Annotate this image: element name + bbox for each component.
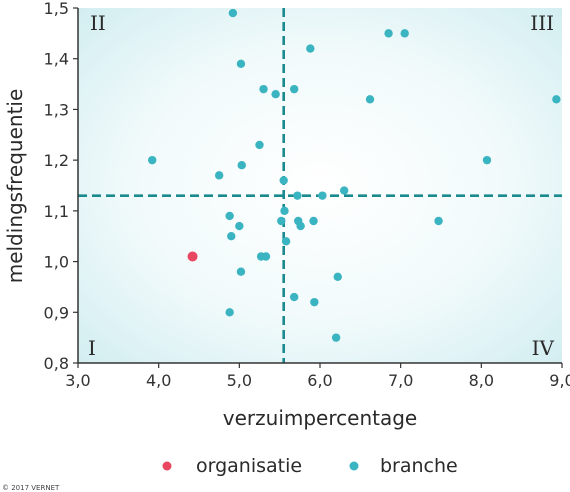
x-tick-label: 9,0 <box>549 371 570 390</box>
data-point-branche <box>236 59 246 68</box>
legend-marker-organisatie <box>162 461 172 471</box>
data-point-branche <box>552 95 561 104</box>
data-point-organisatie <box>187 251 198 262</box>
data-point-branche <box>225 211 234 221</box>
y-tick-label: 1,2 <box>44 151 69 170</box>
data-point-branche <box>280 206 289 216</box>
y-tick-label: 1,3 <box>44 100 69 119</box>
data-point-branche <box>309 216 318 226</box>
x-tick-label: 8,0 <box>469 371 494 390</box>
x-axis-label: verzuimpercentage <box>223 406 417 430</box>
y-axis-label: meldingsfrequentie <box>3 89 27 284</box>
data-point-branche <box>482 155 492 165</box>
y-tick-label: 1,5 <box>44 0 69 18</box>
legend-label-branche: branche <box>380 455 458 477</box>
data-point-branche <box>237 161 246 170</box>
data-point-branche <box>236 267 246 276</box>
data-point-branche <box>225 308 234 317</box>
data-point-branche <box>400 29 409 38</box>
x-tick-label: 5,0 <box>227 371 252 390</box>
x-tick-label: 4,0 <box>146 371 171 390</box>
data-point-branche <box>259 84 268 94</box>
data-point-branche <box>331 333 341 342</box>
data-point-branche <box>277 216 286 226</box>
x-tick-label: 3,0 <box>65 371 90 390</box>
quadrant-label-bottom-right: IV <box>532 336 555 360</box>
data-point-branche <box>289 84 299 94</box>
x-tick-label: 6,0 <box>307 371 332 390</box>
quadrant-label-bottom-left: I <box>88 336 96 360</box>
data-point-branche <box>227 232 236 241</box>
data-point-branche <box>296 221 305 231</box>
data-point-branche <box>261 252 271 261</box>
data-point-branche <box>384 29 393 38</box>
legend-label-organisatie: organisatie <box>196 455 302 477</box>
data-point-branche <box>318 191 327 200</box>
y-tick-label: 1,1 <box>44 202 69 221</box>
data-point-branche <box>289 292 299 302</box>
data-point-branche <box>333 272 342 281</box>
data-point-branche <box>271 90 280 99</box>
data-point-branche <box>255 140 264 150</box>
data-point-branche <box>306 44 315 53</box>
y-tick-label: 1,4 <box>44 50 69 69</box>
legend: organisatie branche <box>162 455 458 477</box>
data-point-branche <box>235 221 244 231</box>
data-point-branche <box>214 171 224 180</box>
x-tick-label: 7,0 <box>388 371 413 390</box>
data-point-branche <box>310 297 319 307</box>
legend-marker-branche <box>349 461 359 471</box>
plot-area <box>78 8 562 363</box>
data-point-branche <box>293 191 302 200</box>
data-point-branche <box>148 155 157 165</box>
data-point-branche <box>281 237 291 246</box>
y-tick-label: 0,8 <box>44 354 69 373</box>
y-tick-label: 0,9 <box>44 303 69 322</box>
data-point-branche <box>340 186 349 195</box>
copyright-notice: © 2017 VERNET <box>2 484 60 492</box>
data-point-branche <box>365 95 375 104</box>
y-tick-label: 1,0 <box>44 253 69 272</box>
data-point-branche <box>434 216 443 226</box>
data-point-branche <box>279 176 288 185</box>
quadrant-label-top-left: II <box>90 11 106 35</box>
quadrant-label-top-right: III <box>530 11 554 35</box>
data-point-branche <box>228 8 238 18</box>
